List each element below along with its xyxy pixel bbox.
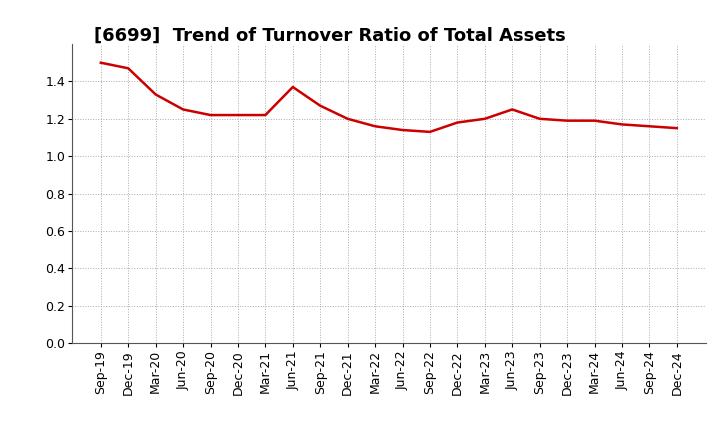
Text: [6699]  Trend of Turnover Ratio of Total Assets: [6699] Trend of Turnover Ratio of Total … — [94, 26, 565, 44]
